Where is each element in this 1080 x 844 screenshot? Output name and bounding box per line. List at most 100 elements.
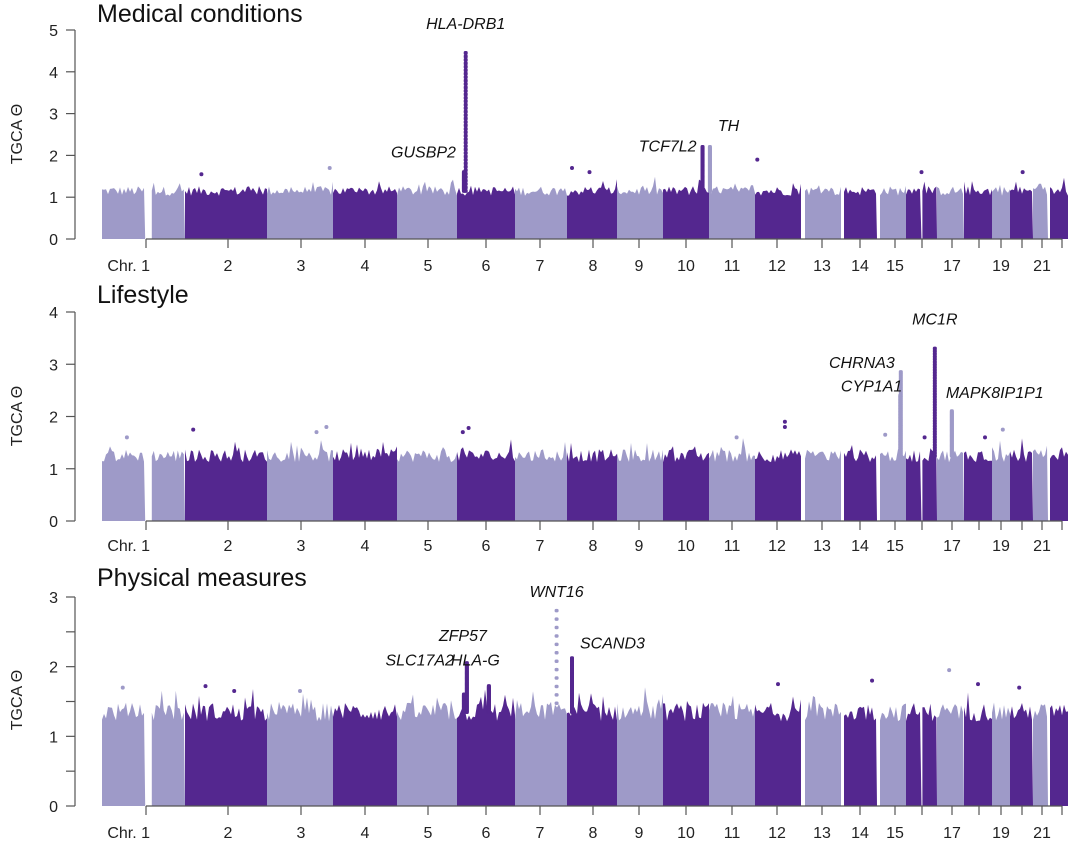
chromosome-15-block	[880, 186, 906, 239]
x-tick-label: 10	[677, 825, 695, 842]
peak-point	[463, 57, 468, 62]
outlier-point	[327, 165, 332, 170]
peak-point	[554, 676, 559, 680]
outlier-point	[124, 435, 129, 440]
gene-label: ZFP57	[438, 628, 488, 645]
x-tick-label: 10	[677, 258, 695, 275]
gene-label: MC1R	[912, 312, 958, 329]
chromosome-2-block	[185, 689, 267, 806]
x-tick-label: 6	[482, 538, 491, 555]
x-tick-label: 19	[992, 258, 1010, 275]
outlier-point	[324, 424, 329, 429]
x-tick-label: 9	[635, 538, 644, 555]
outlier-point	[883, 432, 888, 437]
chromosome-16-block	[922, 448, 937, 521]
peak-point	[463, 130, 468, 135]
peak-point	[486, 684, 491, 689]
outlier-point	[734, 435, 739, 440]
peak-point	[463, 78, 468, 83]
peak-point	[463, 64, 468, 69]
chromosome-10-block	[663, 701, 709, 806]
peak-gusbp2	[461, 170, 466, 193]
peak-point	[463, 50, 468, 55]
x-tick-label: 17	[943, 538, 961, 555]
y-tick-label: 0	[49, 799, 58, 816]
peak-point	[700, 145, 705, 150]
peak-point	[463, 61, 468, 66]
x-tick-label: 14	[851, 825, 869, 842]
peak-point	[570, 656, 574, 661]
x-tick-label: 3	[297, 258, 306, 275]
chromosome-5-block	[397, 447, 457, 521]
peak-point	[463, 144, 468, 149]
x-tick-label: 17	[943, 825, 961, 842]
chromosome-10-block	[663, 179, 709, 239]
outlier-point	[782, 424, 787, 429]
x-tick-label: 19	[992, 538, 1010, 555]
y-axis-title: TGCA Θ	[9, 670, 26, 730]
x-tick-label: 5	[424, 538, 433, 555]
peak-point	[554, 709, 559, 714]
chromosome-18-block	[964, 451, 992, 521]
x-tick-label: 3	[297, 825, 306, 842]
peak-point	[898, 370, 903, 375]
x-tick-label: 15	[886, 258, 904, 275]
chromosome-17-block	[937, 186, 964, 239]
peak-point	[554, 684, 559, 689]
peak-point	[949, 409, 954, 414]
outlier-point	[776, 682, 780, 687]
peak-th	[707, 145, 712, 193]
peak-point	[463, 95, 468, 100]
chromosome-4-block	[333, 181, 397, 239]
outlier-point	[199, 172, 204, 177]
chromosome-22-block	[1050, 447, 1068, 521]
chromosome-17-block	[937, 704, 964, 806]
peak-cyp1a1	[898, 393, 903, 458]
chromosome-1-block	[102, 446, 146, 521]
peak-point	[463, 82, 468, 87]
panel-title: Lifestyle	[97, 281, 189, 309]
x-tick-label: 14	[851, 538, 869, 555]
x-tick-label: 4	[361, 825, 370, 842]
x-tick-label: 7	[536, 538, 545, 555]
chromosome-11-block	[709, 178, 755, 239]
gene-label: CYP1A1	[841, 379, 902, 396]
outlier-point	[298, 689, 302, 694]
chromosome-2-block	[185, 186, 267, 239]
chromosome-21-block	[1033, 704, 1048, 806]
gene-label: WNT16	[529, 584, 583, 601]
chromosome-21-block	[1033, 183, 1048, 239]
peak-point	[932, 346, 937, 351]
chromosome-15-block	[880, 703, 906, 806]
peak-point	[707, 145, 712, 150]
peak-point	[463, 88, 468, 93]
peak-mc1r	[932, 346, 937, 458]
peak-point	[463, 106, 468, 111]
x-tick-label: 19	[992, 825, 1010, 842]
peak-point	[554, 651, 559, 655]
gene-label: CHRNA3	[829, 355, 895, 372]
chromosome-11-block	[709, 438, 755, 521]
x-tick-label: 8	[589, 825, 598, 842]
y-tick-label: 3	[49, 107, 58, 124]
peak-point	[463, 140, 468, 145]
x-tick-label: Chr. 1	[107, 825, 150, 842]
gene-label: HLA-DRB1	[426, 16, 505, 33]
chromosome-13-block	[805, 449, 841, 521]
chromosome-11-block	[709, 695, 755, 806]
outlier-point	[947, 668, 952, 673]
chromosome-5-block	[397, 179, 457, 239]
peak-point	[898, 393, 903, 398]
x-tick-label: 9	[635, 825, 644, 842]
chromosome-4-block	[333, 703, 397, 806]
gene-label: SLC17A2	[385, 653, 454, 670]
x-tick-label: 11	[724, 258, 741, 275]
outlier-point	[782, 419, 787, 424]
outlier-point	[120, 685, 125, 690]
peak-point	[463, 99, 468, 104]
chromosome-19-block	[992, 184, 1010, 239]
peak-point	[463, 119, 468, 124]
outlier-point	[232, 689, 237, 694]
chromosome-12-block	[755, 449, 801, 521]
peak-wnt16	[554, 608, 559, 714]
